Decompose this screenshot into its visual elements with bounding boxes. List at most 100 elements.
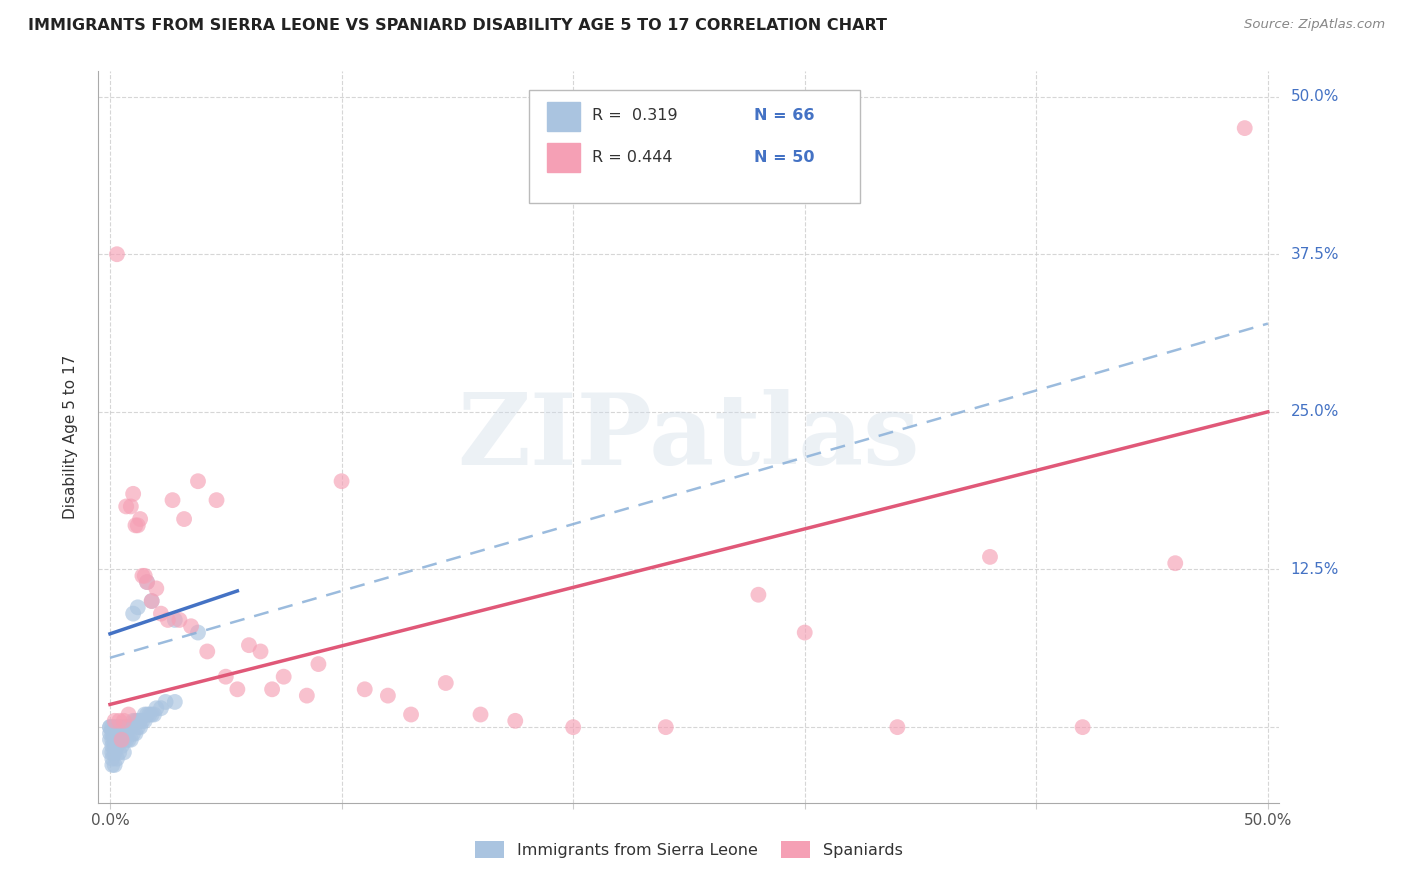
Point [101,752,124,766]
FancyBboxPatch shape [530,90,860,203]
Point [115,720,138,734]
Point [110,732,132,747]
Point [101,739,124,753]
Text: R = 0.444: R = 0.444 [592,150,672,165]
Point [112,720,135,734]
Point [127,600,149,615]
Point [105,739,128,753]
Point [249,644,271,658]
FancyBboxPatch shape [547,143,581,172]
Point [108,726,131,740]
Point [120,720,142,734]
Text: 12.5%: 12.5% [1291,562,1339,577]
Point [124,518,146,533]
Point [117,732,139,747]
Point [129,720,152,734]
Text: R =  0.319: R = 0.319 [592,108,678,123]
Point [156,613,179,627]
Point [110,720,132,734]
Point [162,493,184,508]
Point [215,670,238,684]
Point [104,732,127,747]
Point [136,575,159,590]
Point [129,512,152,526]
Point [238,638,260,652]
Point [105,732,128,747]
Point [399,707,422,722]
Point [163,695,186,709]
Point [104,758,127,772]
Point [295,689,318,703]
Point [470,707,492,722]
Point [434,676,457,690]
Point [273,670,295,684]
Point [98,720,121,734]
Point [655,720,678,734]
Point [101,732,124,747]
Text: 50.0%: 50.0% [1291,89,1339,104]
Point [187,625,209,640]
Point [108,732,131,747]
Point [141,594,163,608]
Point [101,720,124,734]
Point [979,549,1001,564]
Point [155,695,177,709]
Point [353,682,375,697]
Point [112,726,135,740]
Point [149,701,172,715]
Text: ZIPatlas: ZIPatlas [458,389,920,485]
Text: N = 66: N = 66 [754,108,814,123]
Point [104,745,127,759]
Point [747,588,769,602]
Point [163,613,186,627]
Text: IMMIGRANTS FROM SIERRA LEONE VS SPANIARD DISABILITY AGE 5 TO 17 CORRELATION CHAR: IMMIGRANTS FROM SIERRA LEONE VS SPANIARD… [28,18,887,33]
Point [110,739,132,753]
Point [112,745,135,759]
Point [173,512,195,526]
Point [104,726,127,740]
Point [120,732,142,747]
Point [886,720,908,734]
Legend: Immigrants from Sierra Leone, Spaniards: Immigrants from Sierra Leone, Spaniards [468,835,910,864]
Point [101,726,124,740]
Point [793,625,815,640]
Point [141,707,163,722]
Point [101,758,124,772]
Point [134,714,156,728]
Text: N = 50: N = 50 [754,150,814,165]
Point [120,500,142,514]
Point [503,714,526,728]
Point [145,701,167,715]
Point [104,739,127,753]
Point [134,569,156,583]
Point [131,569,153,583]
Point [134,707,156,722]
Point [122,714,145,728]
Point [205,493,228,508]
Text: 37.5%: 37.5% [1291,247,1339,261]
Point [127,714,149,728]
Point [105,752,128,766]
Point [108,745,131,759]
Point [145,582,167,596]
Point [226,682,249,697]
Point [180,619,202,633]
Point [262,682,284,697]
Point [117,707,139,722]
Point [98,745,121,759]
Y-axis label: Disability Age 5 to 17: Disability Age 5 to 17 [63,355,77,519]
Point [377,689,399,703]
Point [110,726,132,740]
Point [307,657,329,671]
Point [108,714,131,728]
Point [105,247,128,261]
Point [98,720,121,734]
Point [108,720,131,734]
Point [104,720,127,734]
Point [129,714,152,728]
Point [330,474,353,488]
Point [124,714,146,728]
Point [149,607,172,621]
Point [124,726,146,740]
FancyBboxPatch shape [547,102,581,131]
